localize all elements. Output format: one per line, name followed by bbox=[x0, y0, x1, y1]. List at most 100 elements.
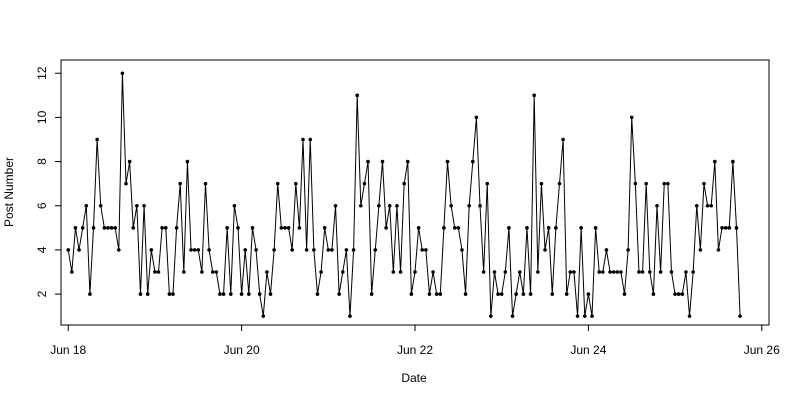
data-point bbox=[478, 203, 482, 208]
data-point bbox=[384, 226, 388, 230]
data-point bbox=[265, 270, 269, 274]
data-point bbox=[723, 226, 728, 230]
data-point bbox=[214, 270, 219, 274]
data-point bbox=[687, 314, 692, 318]
data-point bbox=[387, 203, 392, 208]
data-point bbox=[243, 248, 248, 252]
data-point bbox=[174, 226, 179, 230]
data-point bbox=[268, 292, 273, 296]
data-point bbox=[568, 270, 573, 274]
data-point bbox=[452, 226, 457, 230]
data-point bbox=[308, 137, 313, 142]
data-point bbox=[528, 292, 533, 296]
data-point bbox=[73, 226, 78, 230]
data-point bbox=[525, 226, 529, 230]
data-point bbox=[680, 292, 685, 296]
y-tick-label: 8 bbox=[35, 158, 49, 165]
data-point bbox=[467, 203, 471, 208]
data-point bbox=[405, 159, 410, 164]
data-point bbox=[236, 226, 240, 230]
data-point bbox=[669, 270, 674, 274]
data-point bbox=[445, 159, 450, 164]
data-point bbox=[402, 181, 406, 186]
data-point bbox=[510, 314, 515, 318]
data-point bbox=[70, 270, 74, 274]
data-point bbox=[561, 137, 565, 142]
data-point bbox=[326, 248, 331, 252]
x-tick-label: Jun 26 bbox=[744, 343, 780, 357]
data-point bbox=[420, 248, 425, 252]
data-point bbox=[676, 292, 681, 296]
x-axis: Jun 18 Jun 20 Jun 22 Jun 24 Jun 26 bbox=[50, 324, 780, 357]
data-point bbox=[279, 226, 284, 230]
data-point bbox=[391, 270, 396, 274]
data-point bbox=[163, 226, 168, 230]
data-point bbox=[160, 226, 164, 230]
data-point bbox=[438, 292, 443, 296]
data-point bbox=[503, 270, 508, 274]
data-point bbox=[637, 270, 641, 274]
data-point bbox=[257, 292, 262, 296]
data-point bbox=[702, 181, 706, 186]
data-point bbox=[579, 226, 583, 230]
data-point bbox=[228, 292, 233, 296]
data-point bbox=[395, 203, 399, 208]
data-point bbox=[247, 292, 251, 296]
data-point bbox=[456, 226, 461, 230]
data-point bbox=[499, 292, 504, 296]
data-point bbox=[120, 71, 125, 76]
data-point bbox=[261, 314, 266, 318]
data-point bbox=[156, 270, 161, 274]
data-point bbox=[431, 270, 435, 274]
data-point bbox=[590, 314, 594, 318]
data-point bbox=[294, 181, 298, 186]
data-point bbox=[149, 248, 154, 252]
data-point bbox=[66, 248, 71, 252]
data-point bbox=[178, 181, 182, 186]
y-axis-label: Post Number bbox=[2, 157, 16, 227]
data-point bbox=[582, 314, 587, 318]
data-point bbox=[124, 181, 128, 186]
data-point bbox=[619, 270, 623, 274]
data-point bbox=[286, 226, 291, 230]
plot-frame bbox=[60, 59, 770, 326]
data-point bbox=[297, 226, 302, 230]
data-point bbox=[200, 270, 204, 274]
data-point bbox=[716, 248, 721, 252]
y-tick-label: 10 bbox=[35, 110, 49, 124]
data-point bbox=[543, 248, 547, 252]
data-point bbox=[463, 292, 468, 296]
x-tick-label: Jun 20 bbox=[224, 343, 260, 357]
data-point bbox=[684, 270, 688, 274]
data-point bbox=[98, 203, 103, 208]
data-point bbox=[337, 292, 341, 296]
data-point bbox=[117, 248, 121, 252]
data-point bbox=[442, 226, 446, 230]
data-point bbox=[557, 181, 562, 186]
data-point bbox=[312, 248, 316, 252]
data-point bbox=[727, 226, 732, 230]
data-point bbox=[333, 203, 338, 208]
data-point bbox=[608, 270, 612, 274]
data-point bbox=[575, 314, 580, 318]
data-point bbox=[554, 226, 558, 230]
y-tick-label: 12 bbox=[35, 66, 49, 80]
data-point bbox=[127, 159, 132, 164]
data-point bbox=[250, 226, 255, 230]
data-point bbox=[304, 248, 309, 252]
data-point bbox=[380, 159, 385, 164]
data-point bbox=[84, 203, 89, 208]
data-point bbox=[131, 226, 136, 230]
data-point bbox=[648, 270, 652, 274]
data-point bbox=[673, 292, 677, 296]
data-point bbox=[398, 270, 403, 274]
data-point bbox=[629, 115, 634, 120]
data-point bbox=[239, 292, 244, 296]
data-point bbox=[492, 270, 497, 274]
data-point bbox=[434, 292, 439, 296]
data-point bbox=[275, 181, 280, 186]
data-point bbox=[694, 203, 699, 208]
data-point bbox=[713, 159, 717, 164]
data-point bbox=[521, 292, 526, 296]
